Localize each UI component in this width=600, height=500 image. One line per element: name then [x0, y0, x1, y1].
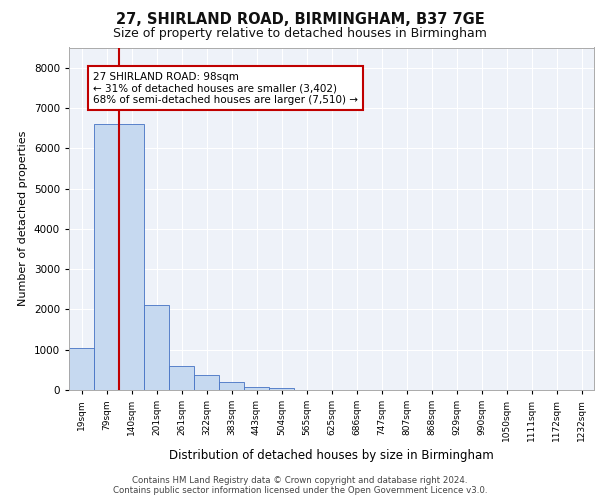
Bar: [69, 348, 94, 390]
Bar: [169, 366, 194, 390]
Text: 27, SHIRLAND ROAD, BIRMINGHAM, B37 7GE: 27, SHIRLAND ROAD, BIRMINGHAM, B37 7GE: [116, 12, 484, 28]
Y-axis label: Number of detached properties: Number of detached properties: [18, 131, 28, 306]
Bar: [269, 388, 294, 390]
Bar: [244, 387, 269, 390]
Text: Contains public sector information licensed under the Open Government Licence v3: Contains public sector information licen…: [113, 486, 487, 495]
Bar: [219, 382, 244, 390]
Text: Contains HM Land Registry data © Crown copyright and database right 2024.: Contains HM Land Registry data © Crown c…: [132, 476, 468, 485]
X-axis label: Distribution of detached houses by size in Birmingham: Distribution of detached houses by size …: [169, 450, 494, 462]
Text: Size of property relative to detached houses in Birmingham: Size of property relative to detached ho…: [113, 28, 487, 40]
Bar: [144, 306, 169, 390]
Text: 27 SHIRLAND ROAD: 98sqm
← 31% of detached houses are smaller (3,402)
68% of semi: 27 SHIRLAND ROAD: 98sqm ← 31% of detache…: [93, 72, 358, 105]
Bar: [94, 124, 119, 390]
Bar: [194, 374, 219, 390]
Bar: [119, 124, 144, 390]
